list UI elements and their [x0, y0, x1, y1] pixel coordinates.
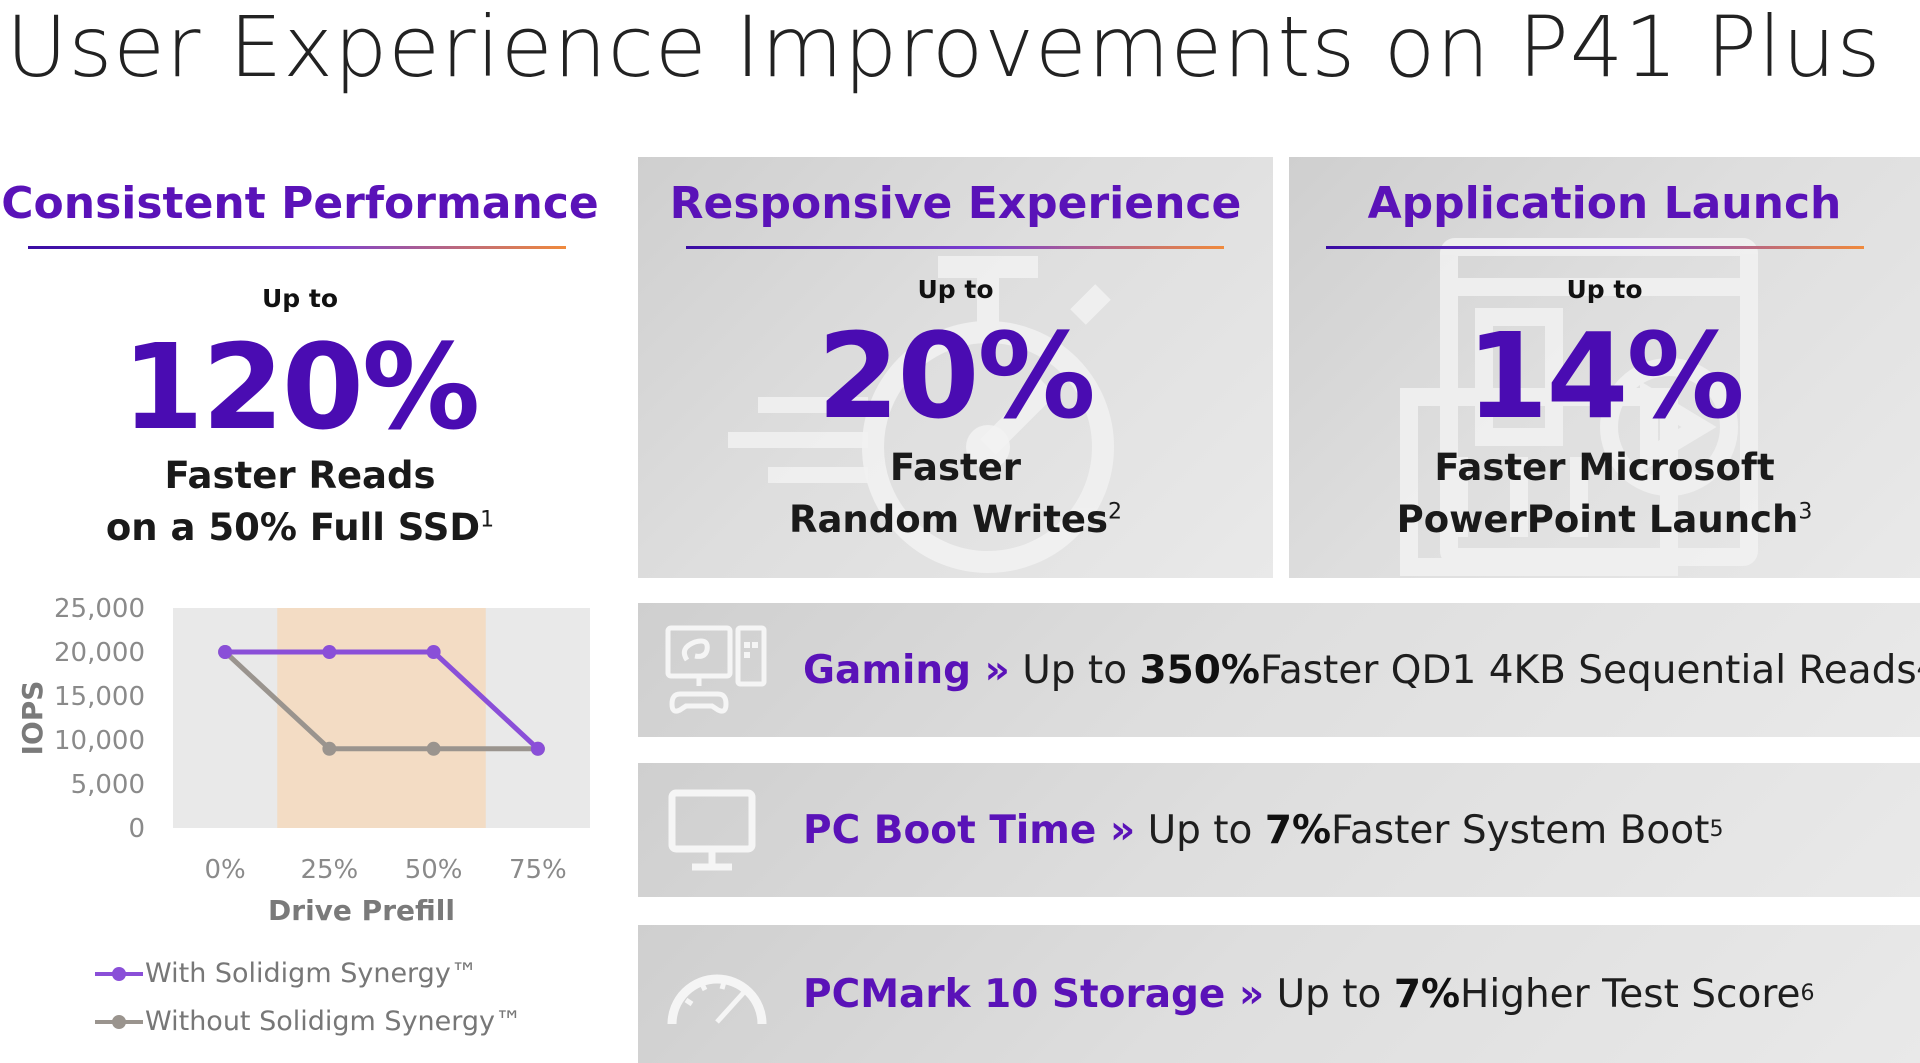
series-point-1 — [322, 741, 337, 756]
responsive-desc-line2: Random Writes2 — [788, 498, 1123, 541]
heading-underline — [28, 246, 566, 249]
footnote-marker: 3 — [1798, 499, 1813, 525]
legend-label-without: Without Solidigm Synergy™ — [145, 1006, 523, 1037]
responsive-experience-heading: Responsive Experience — [669, 178, 1242, 229]
heading-underline — [686, 246, 1224, 249]
page-title: User Experience Improvements on P41 Plus — [6, 0, 1882, 96]
gaming-post: Faster QD1 4KB Sequential Reads — [1259, 647, 1917, 693]
series-point-0 — [322, 645, 337, 659]
gaming-value: 350% — [1139, 647, 1260, 693]
y-tick-label: 10,000 — [54, 726, 145, 756]
legend-label-with: With Solidigm Synergy™ — [145, 958, 478, 989]
series-line-0 — [225, 649, 540, 751]
y-tick-label: 5,000 — [71, 770, 145, 800]
legend-without-synergy: Without Solidigm Synergy™ — [95, 1006, 522, 1037]
pcmark-row: PCMark 10 Storage » Up to 7% Higher Test… — [638, 925, 1920, 1063]
pc-boot-value: 7% — [1264, 807, 1332, 853]
y-tick-label: 25,000 — [54, 594, 145, 624]
pc-boot-pre: Up to — [1147, 807, 1253, 853]
x-tick-label: 0% — [205, 855, 246, 885]
pcmark-post: Higher Test Score — [1460, 971, 1801, 1017]
app-launch-desc: Faster Microsoft PowerPoint Launch3 — [1289, 442, 1920, 546]
app-launch-desc-line1: Faster Microsoft — [1434, 446, 1775, 489]
gaming-row: Gaming » Up to 350% Faster QD1 4KB Seque… — [638, 603, 1920, 737]
footnote-marker: 1 — [480, 507, 495, 533]
pcmark-text: PCMark 10 Storage » Up to 7% Higher Test… — [803, 971, 1815, 1017]
responsive-experience-panel: Responsive Experience Up to 20% Faster R… — [638, 157, 1273, 578]
pc-boot-label: PC Boot Time » — [803, 807, 1136, 853]
pcmark-label: PCMark 10 Storage » — [803, 971, 1265, 1017]
speedometer-icon — [667, 974, 767, 1025]
legend-with-synergy: With Solidigm Synergy™ — [95, 958, 478, 989]
series-point-0 — [426, 645, 441, 659]
upto-label: Up to — [1566, 275, 1643, 304]
iops-chart: 25,000 20,000 15,000 10,000 5,000 0 0% 25% 50% 75… — [0, 590, 600, 930]
legend-swatch-purple — [95, 966, 143, 981]
y-tick-label: 20,000 — [54, 638, 145, 668]
x-tick-label: 25% — [300, 855, 358, 885]
series-point-0 — [530, 741, 545, 756]
highlight-band — [277, 608, 486, 828]
responsive-desc-line1: Faster — [889, 446, 1022, 489]
consistent-desc-line2: on a 50% Full SSD1 — [105, 506, 495, 549]
y-tick-label: 15,000 — [54, 682, 145, 712]
heading-underline — [1326, 246, 1864, 249]
consistent-value: 120% — [121, 318, 481, 456]
stopwatch-icon — [728, 256, 1114, 573]
responsive-value: 20% — [817, 307, 1095, 445]
pc-boot-post: Faster System Boot — [1331, 807, 1710, 853]
gaming-text: Gaming » Up to 350% Faster QD1 4KB Seque… — [803, 603, 1920, 737]
consistent-desc-line1: Faster Reads — [164, 454, 436, 497]
app-launch-value: 14% — [1466, 307, 1744, 445]
app-launch-desc-line2: PowerPoint Launch3 — [1396, 498, 1813, 541]
pc-boot-time-row: PC Boot Time » Up to 7% Faster System Bo… — [638, 763, 1920, 897]
upto-label: Up to — [261, 284, 339, 313]
legend-swatch-gray — [95, 1014, 143, 1029]
y-axis-title: IOPS — [16, 681, 49, 756]
y-tick-label: 0 — [128, 814, 145, 844]
gaming-label: Gaming » — [803, 647, 1010, 693]
series-point-0 — [218, 645, 233, 659]
x-axis-title: Drive Prefill — [268, 894, 455, 927]
gaming-pc-icon — [665, 625, 767, 714]
pcmark-value: 7% — [1393, 971, 1461, 1017]
pcmark-pre: Up to — [1276, 971, 1382, 1017]
footnote-marker: 2 — [1108, 499, 1123, 525]
application-launch-panel: Application Launch Up to 14% Faster Micr… — [1289, 157, 1920, 578]
gaming-pre: Up to — [1022, 647, 1128, 693]
pc-boot-text: PC Boot Time » Up to 7% Faster System Bo… — [803, 807, 1724, 853]
x-tick-label: 50% — [405, 855, 463, 885]
series-point-1 — [426, 741, 441, 756]
responsive-desc: Faster Random Writes2 — [638, 442, 1273, 546]
consistent-performance-heading: Consistent Performance — [1, 178, 599, 229]
application-launch-heading: Application Launch — [1367, 178, 1842, 229]
series-line-1 — [223, 650, 538, 752]
x-tick-label: 75% — [509, 855, 567, 885]
consistent-desc: Faster Reads on a 50% Full SSD1 — [0, 450, 600, 554]
iops-line-chart: 25,000 20,000 15,000 10,000 5,000 0 0% 25% 50% 75… — [16, 594, 590, 927]
upto-label: Up to — [917, 275, 994, 304]
monitor-icon — [668, 789, 756, 871]
